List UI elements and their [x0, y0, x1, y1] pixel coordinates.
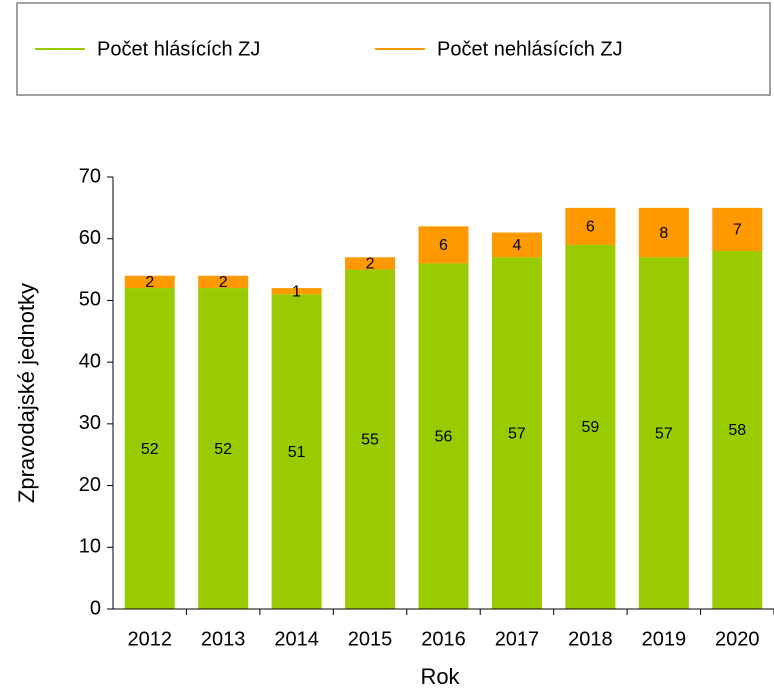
bar-segment — [345, 257, 396, 270]
data-label: 59 — [581, 419, 599, 436]
data-label: 58 — [728, 422, 746, 439]
data-label: 2 — [145, 274, 154, 291]
bar-segment — [565, 244, 616, 609]
data-label: 56 — [435, 428, 453, 445]
data-label: 7 — [733, 222, 742, 239]
y-tick-label: 20 — [79, 474, 101, 496]
data-label: 52 — [141, 441, 159, 458]
bar-segment — [418, 226, 469, 264]
bar-segment — [712, 207, 763, 252]
data-label: 2 — [366, 256, 375, 273]
bar-segment — [491, 257, 542, 609]
y-tick-label: 70 — [79, 165, 101, 187]
x-tick-label: 2013 — [201, 628, 246, 650]
y-tick-label: 0 — [90, 597, 101, 619]
x-axis-title: Rok — [420, 664, 460, 689]
data-label: 6 — [439, 237, 448, 254]
y-tick-label: 50 — [79, 289, 101, 311]
bar-segment — [491, 232, 542, 258]
data-label: 55 — [361, 432, 379, 449]
x-tick-label: 2019 — [642, 628, 687, 650]
y-axis-title: Zpravodajské jednotky — [14, 283, 39, 503]
data-label: 57 — [508, 425, 526, 442]
bar-segment — [638, 257, 689, 609]
bar-segment — [271, 288, 322, 295]
x-tick-label: 2016 — [421, 628, 466, 650]
x-tick-label: 2018 — [568, 628, 613, 650]
bar-segment — [638, 207, 689, 258]
x-tick-label: 2015 — [348, 628, 393, 650]
data-label: 57 — [655, 425, 673, 442]
legend-label: Počet hlásících ZJ — [97, 38, 260, 60]
bar-segment — [124, 288, 175, 609]
data-label: 6 — [586, 219, 595, 236]
legend-label: Počet nehlásících ZJ — [437, 38, 623, 60]
bar-segment — [271, 294, 322, 609]
bar-segment — [124, 275, 175, 289]
bar-segment — [712, 251, 763, 610]
y-tick-label: 10 — [79, 536, 101, 558]
data-label: 4 — [512, 237, 521, 254]
x-tick-label: 2020 — [715, 628, 760, 650]
x-tick-label: 2017 — [495, 628, 540, 650]
x-tick-label: 2014 — [274, 628, 319, 650]
data-label: 51 — [288, 444, 306, 461]
y-tick-label: 30 — [79, 412, 101, 434]
data-label: 1 — [292, 283, 301, 300]
data-label: 52 — [214, 441, 232, 458]
bar-segment — [418, 263, 469, 609]
y-tick-label: 60 — [79, 227, 101, 249]
data-label: 8 — [659, 225, 668, 242]
bar-segment — [198, 288, 249, 609]
bar-segment — [345, 269, 396, 609]
y-tick-label: 40 — [79, 350, 101, 372]
bar-segment — [198, 275, 249, 289]
x-tick-label: 2012 — [127, 628, 172, 650]
data-label: 2 — [219, 274, 228, 291]
bar-segment — [565, 207, 616, 245]
